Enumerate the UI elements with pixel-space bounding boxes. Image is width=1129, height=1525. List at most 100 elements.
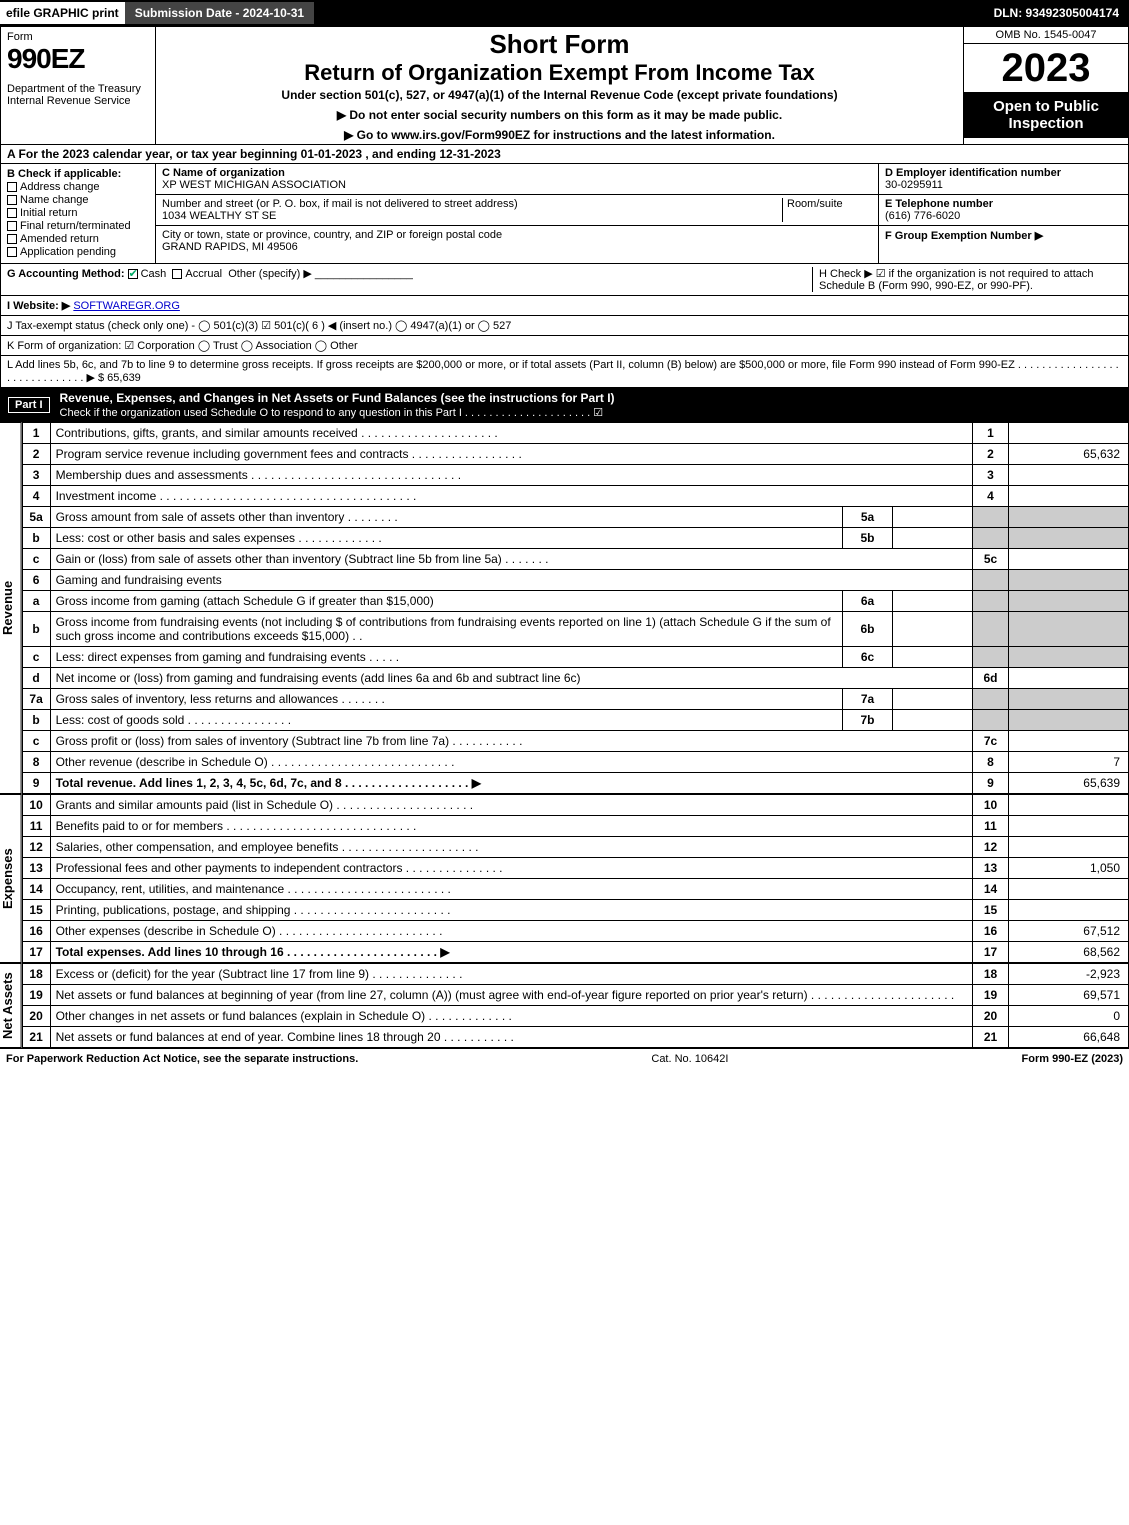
- chk-name-change[interactable]: Name change: [7, 194, 149, 206]
- right-num: 6d: [973, 668, 1009, 689]
- right-num: 9: [973, 773, 1009, 794]
- sub-val: [893, 528, 973, 549]
- table-row: 18Excess or (deficit) for the year (Subt…: [22, 964, 1128, 985]
- line-desc: Gaming and fundraising events: [50, 570, 972, 591]
- amount: 68,562: [1009, 942, 1129, 963]
- line-number: 2: [22, 444, 50, 465]
- right-num: 1: [973, 423, 1009, 444]
- line-desc: Excess or (deficit) for the year (Subtra…: [50, 964, 972, 985]
- table-row: bLess: cost or other basis and sales exp…: [22, 528, 1128, 549]
- line-j: J Tax-exempt status (check only one) - ◯…: [1, 316, 1128, 336]
- line-desc: Occupancy, rent, utilities, and maintena…: [50, 879, 972, 900]
- line-number: 3: [22, 465, 50, 486]
- right-num: [973, 591, 1009, 612]
- chk-address-change[interactable]: Address change: [7, 181, 149, 193]
- line-k: K Form of organization: ☑ Corporation ◯ …: [1, 336, 1128, 356]
- revenue-table: 1Contributions, gifts, grants, and simil…: [22, 422, 1129, 794]
- line-number: 1: [22, 423, 50, 444]
- topbar: efile GRAPHIC print Submission Date - 20…: [0, 0, 1129, 26]
- chk-application-pending[interactable]: Application pending: [7, 246, 149, 258]
- line-number: 18: [22, 964, 50, 985]
- sub-val: [893, 710, 973, 731]
- table-row: 20Other changes in net assets or fund ba…: [22, 1006, 1128, 1027]
- note-link: ▶ Go to www.irs.gov/Form990EZ for instru…: [164, 128, 955, 142]
- tel: (616) 776-6020: [885, 210, 960, 222]
- table-row: bLess: cost of goods sold . . . . . . . …: [22, 710, 1128, 731]
- table-row: 1Contributions, gifts, grants, and simil…: [22, 423, 1128, 444]
- org-name: XP WEST MICHIGAN ASSOCIATION: [162, 179, 346, 191]
- line-number: c: [22, 549, 50, 570]
- amount: [1009, 710, 1129, 731]
- table-row: dNet income or (loss) from gaming and fu…: [22, 668, 1128, 689]
- line-number: 9: [22, 773, 50, 794]
- efile-link[interactable]: efile GRAPHIC print: [0, 2, 125, 24]
- ein: 30-0295911: [885, 179, 943, 191]
- amount: [1009, 900, 1129, 921]
- line-a: A For the 2023 calendar year, or tax yea…: [0, 145, 1129, 164]
- line-number: b: [22, 612, 50, 647]
- chk-amended-return[interactable]: Amended return: [7, 233, 149, 245]
- line-desc: Benefits paid to or for members . . . . …: [50, 816, 972, 837]
- room-suite-label: Room/suite: [782, 198, 872, 222]
- right-num: 18: [973, 964, 1009, 985]
- sub-num: 5b: [843, 528, 893, 549]
- table-row: cGain or (loss) from sale of assets othe…: [22, 549, 1128, 570]
- section-d: D Employer identification number 30-0295…: [878, 164, 1128, 263]
- sub-num: 7a: [843, 689, 893, 710]
- line-number: 8: [22, 752, 50, 773]
- line-number: 6: [22, 570, 50, 591]
- amount: [1009, 689, 1129, 710]
- line-number: 14: [22, 879, 50, 900]
- right-num: [973, 710, 1009, 731]
- line-number: c: [22, 647, 50, 668]
- sub-num: 6c: [843, 647, 893, 668]
- line-number: b: [22, 528, 50, 549]
- right-num: 4: [973, 486, 1009, 507]
- addr-label: Number and street (or P. O. box, if mail…: [162, 198, 518, 210]
- line-desc: Grants and similar amounts paid (list in…: [50, 795, 972, 816]
- amount: [1009, 507, 1129, 528]
- amount: [1009, 591, 1129, 612]
- line-number: c: [22, 731, 50, 752]
- table-row: aGross income from gaming (attach Schedu…: [22, 591, 1128, 612]
- right-num: 12: [973, 837, 1009, 858]
- sub-num: 6a: [843, 591, 893, 612]
- line-desc: Less: cost of goods sold . . . . . . . .…: [50, 710, 842, 731]
- amount: [1009, 528, 1129, 549]
- line-desc: Membership dues and assessments . . . . …: [50, 465, 972, 486]
- open-public: Open to Public Inspection: [964, 92, 1128, 138]
- line-number: 12: [22, 837, 50, 858]
- form-label: Form: [7, 31, 149, 43]
- header-block: B Check if applicable: Address change Na…: [0, 164, 1129, 264]
- line-number: 19: [22, 985, 50, 1006]
- right-num: 20: [973, 1006, 1009, 1027]
- sub-val: [893, 647, 973, 668]
- right-num: [973, 612, 1009, 647]
- line-number: a: [22, 591, 50, 612]
- form-header: Form 990EZ Department of the Treasury In…: [0, 26, 1129, 145]
- expenses-section: Expenses 10Grants and similar amounts pa…: [0, 794, 1129, 963]
- footer: For Paperwork Reduction Act Notice, see …: [0, 1048, 1129, 1069]
- website-link[interactable]: SOFTWAREGR.ORG: [73, 300, 180, 312]
- line-desc: Contributions, gifts, grants, and simila…: [50, 423, 972, 444]
- right-num: 11: [973, 816, 1009, 837]
- short-form: Short Form: [164, 29, 955, 60]
- chk-cash[interactable]: [128, 269, 138, 279]
- line-desc: Gross amount from sale of assets other t…: [50, 507, 842, 528]
- table-row: 5aGross amount from sale of assets other…: [22, 507, 1128, 528]
- right-num: 14: [973, 879, 1009, 900]
- line-desc: Other revenue (describe in Schedule O) .…: [50, 752, 972, 773]
- line-number: d: [22, 668, 50, 689]
- chk-accrual[interactable]: [172, 269, 182, 279]
- table-row: 19Net assets or fund balances at beginni…: [22, 985, 1128, 1006]
- right-num: [973, 570, 1009, 591]
- line-number: 21: [22, 1027, 50, 1048]
- table-row: 11Benefits paid to or for members . . . …: [22, 816, 1128, 837]
- line-desc: Gain or (loss) from sale of assets other…: [50, 549, 972, 570]
- chk-initial-return[interactable]: Initial return: [7, 207, 149, 219]
- info-rows: G Accounting Method: Cash Accrual Other …: [0, 264, 1129, 388]
- chk-final-return[interactable]: Final return/terminated: [7, 220, 149, 232]
- right-num: 21: [973, 1027, 1009, 1048]
- line-desc: Total revenue. Add lines 1, 2, 3, 4, 5c,…: [50, 773, 972, 794]
- line-desc: Less: cost or other basis and sales expe…: [50, 528, 842, 549]
